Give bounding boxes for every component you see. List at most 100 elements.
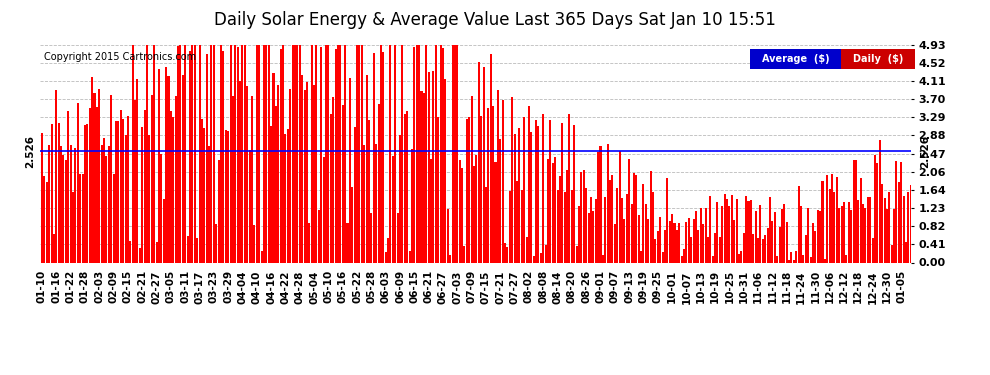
Bar [127,116,129,262]
Bar [148,135,150,262]
Bar [394,45,396,262]
Bar [585,189,587,262]
Bar [50,124,52,262]
Bar [158,69,160,262]
Bar [113,174,115,262]
Bar [227,131,229,262]
Bar [807,208,809,262]
Bar [781,209,783,262]
Bar [230,45,232,262]
Bar [905,243,907,262]
Bar [84,125,86,262]
Bar [624,219,626,262]
Bar [428,72,430,262]
Bar [134,100,136,262]
Bar [676,230,678,262]
Bar [89,108,91,262]
Bar [726,199,728,262]
Bar [57,123,59,262]
Bar [325,45,327,262]
Bar [211,45,213,262]
Bar [258,45,260,262]
Bar [160,154,162,262]
Bar [516,182,518,262]
Bar [888,192,890,262]
Bar [817,210,819,262]
Bar [561,123,563,262]
Bar [96,107,98,262]
Bar [421,91,423,262]
Bar [480,116,482,262]
Bar [330,114,332,262]
Bar [769,196,771,262]
Bar [827,175,829,262]
Bar [453,45,456,262]
Bar [328,45,330,262]
Text: Copyright 2015 Cartronics.com: Copyright 2015 Cartronics.com [44,51,196,62]
Bar [685,222,687,262]
Bar [862,204,864,262]
Bar [67,111,69,262]
Bar [346,224,348,262]
Bar [776,256,778,262]
Bar [845,255,847,262]
Bar [731,195,733,262]
Bar [802,255,805,262]
Bar [170,111,172,262]
Bar [299,45,301,262]
Bar [284,134,286,262]
Bar [220,45,222,262]
Bar [717,202,719,262]
Bar [373,53,375,262]
Bar [218,160,220,262]
Bar [734,220,736,262]
Bar [49,145,50,262]
Bar [540,253,542,262]
Bar [440,45,442,262]
Bar [628,159,631,262]
Bar [260,251,262,262]
Bar [649,171,651,262]
Bar [778,227,780,262]
Bar [397,213,399,262]
Bar [519,128,521,262]
Bar [186,236,189,262]
Bar [528,106,530,262]
Bar [179,45,181,262]
Bar [641,251,643,262]
Bar [554,156,556,262]
Bar [616,188,618,262]
Bar [761,238,764,262]
Bar [363,145,365,262]
Bar [232,96,234,262]
Bar [850,210,852,262]
Bar [208,146,210,262]
Bar [688,218,690,262]
Bar [275,106,277,262]
Bar [370,213,372,262]
Bar [287,129,289,262]
Bar [566,170,568,262]
Bar [774,212,776,262]
Bar [815,231,817,262]
Bar [165,66,167,262]
Bar [812,223,814,262]
Bar [125,135,127,262]
Bar [693,219,695,262]
Bar [150,95,152,262]
Bar [86,124,88,262]
Bar [93,93,95,262]
Bar [118,120,120,262]
Bar [456,45,458,262]
Bar [196,238,198,262]
Bar [859,178,861,262]
Bar [442,48,444,262]
Bar [435,45,437,262]
Bar [146,45,148,262]
Text: Daily  ($): Daily ($) [853,54,903,64]
Bar [771,221,773,262]
Bar [898,182,900,262]
Bar [690,237,692,262]
Bar [64,160,67,262]
Bar [449,255,451,262]
